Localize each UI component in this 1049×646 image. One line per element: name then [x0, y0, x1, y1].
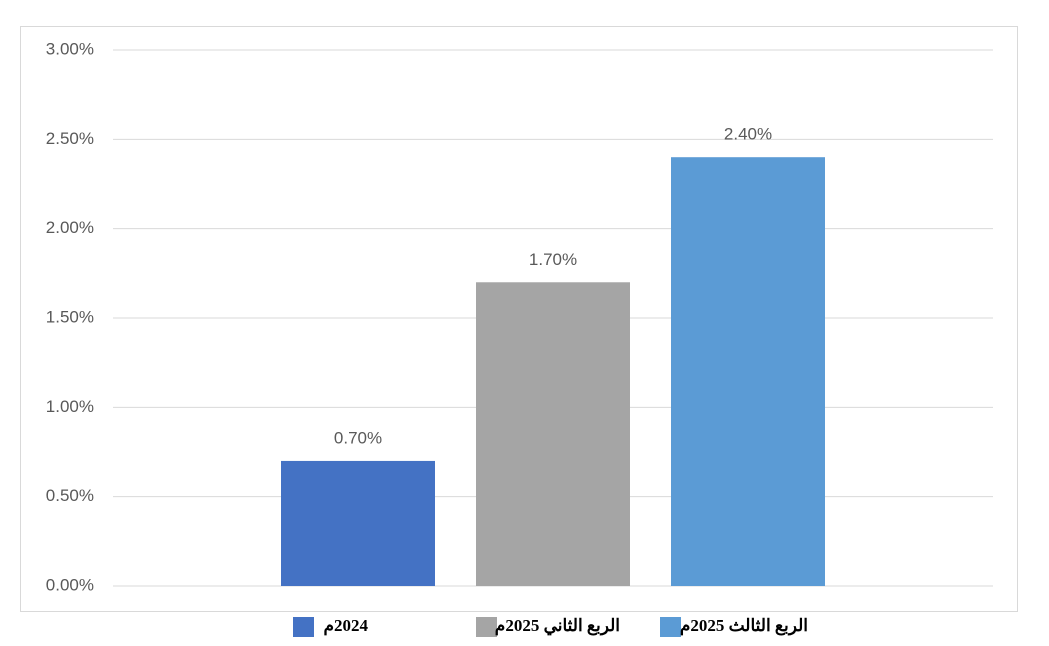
legend-label: الربع الثالث 2025م [680, 616, 808, 636]
legend-swatch [293, 617, 314, 637]
legend-swatch [476, 617, 497, 637]
y-tick-label: 3.00% [46, 39, 94, 58]
y-tick-label: 2.00% [46, 218, 94, 237]
value-label: 1.70% [529, 250, 577, 269]
bar [281, 460, 435, 586]
y-tick-label: 1.50% [46, 307, 94, 326]
legend-swatch [660, 617, 681, 637]
bar [476, 282, 630, 586]
y-tick-label: 2.50% [46, 129, 94, 148]
y-tick-label: 1.00% [46, 397, 94, 416]
value-label: 0.70% [334, 428, 382, 447]
legend-label: 2024م [323, 616, 368, 636]
bar [671, 157, 825, 586]
y-tick-label: 0.00% [46, 575, 94, 594]
value-label: 2.40% [724, 125, 772, 144]
y-tick-label: 0.50% [46, 486, 94, 505]
legend-label: الربع الثاني 2025م [495, 616, 620, 636]
